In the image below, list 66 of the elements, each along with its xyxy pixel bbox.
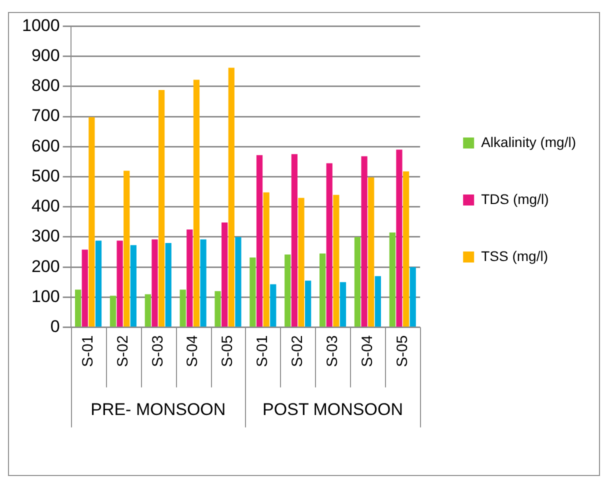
bar — [333, 194, 340, 327]
x-tick-label: S-04 — [358, 335, 376, 368]
bar — [165, 243, 172, 327]
bar — [95, 240, 102, 327]
bar — [75, 290, 82, 327]
bar — [158, 90, 165, 327]
y-tick-label: 300 — [31, 226, 60, 246]
y-tick-label: 1000 — [22, 16, 60, 35]
bar — [361, 156, 368, 327]
bar — [298, 198, 304, 327]
bar — [200, 239, 206, 327]
bar — [396, 150, 402, 327]
bar — [402, 171, 410, 327]
x-tick-label: S-01 — [79, 335, 96, 368]
bar — [124, 170, 130, 327]
bar — [228, 68, 234, 327]
bar — [256, 155, 263, 327]
y-tick-label: 900 — [31, 46, 60, 65]
bar — [130, 245, 136, 327]
bar — [410, 267, 416, 327]
legend-label: TDS (mg/l) — [481, 190, 556, 207]
y-tick-label: 700 — [31, 106, 60, 126]
bar — [389, 232, 396, 327]
x-tick-label: S-05 — [394, 335, 411, 368]
bar — [291, 154, 298, 327]
y-tick-label: 0 — [50, 317, 60, 336]
bar — [374, 276, 381, 327]
bar — [305, 280, 312, 327]
bar — [235, 236, 242, 327]
bar — [354, 236, 361, 327]
y-tick-label: 400 — [31, 196, 60, 216]
x-tick-label: S-02 — [288, 335, 306, 368]
bar — [222, 222, 228, 327]
bar — [340, 282, 346, 327]
bar — [214, 291, 221, 327]
legend-label: TSS (mg/l) — [481, 248, 555, 264]
x-tick-label: S-05 — [219, 335, 236, 368]
x-tick-label: S-04 — [184, 335, 202, 368]
bar — [180, 290, 186, 327]
text: POST MONSOON — [262, 400, 403, 420]
bar — [270, 284, 276, 327]
x-tick-label: S-01 — [254, 335, 272, 368]
y-tick-label: 600 — [31, 136, 60, 156]
bar — [82, 250, 88, 327]
y-tick-label: 500 — [31, 166, 60, 186]
y-tick-label: 100 — [31, 286, 60, 306]
bar — [250, 257, 256, 327]
legend-label: Alkalinity (mg/l) — [481, 134, 584, 150]
bar — [88, 117, 95, 327]
bar — [193, 80, 200, 327]
bar — [319, 254, 326, 327]
x-tick-label: S-03 — [149, 335, 166, 368]
bar — [284, 254, 291, 327]
bar — [186, 229, 193, 327]
bar — [152, 239, 158, 327]
bar — [110, 296, 116, 327]
bar — [116, 240, 123, 327]
text: PRE- MONSOON — [90, 400, 226, 420]
bar — [144, 294, 151, 327]
x-tick-label: S-02 — [114, 335, 132, 368]
bar — [263, 192, 270, 327]
bar — [368, 177, 374, 327]
x-tick-label: S-03 — [324, 335, 341, 368]
bar — [326, 163, 332, 327]
y-tick-label: 800 — [31, 76, 60, 96]
y-tick-label: 200 — [31, 256, 60, 276]
